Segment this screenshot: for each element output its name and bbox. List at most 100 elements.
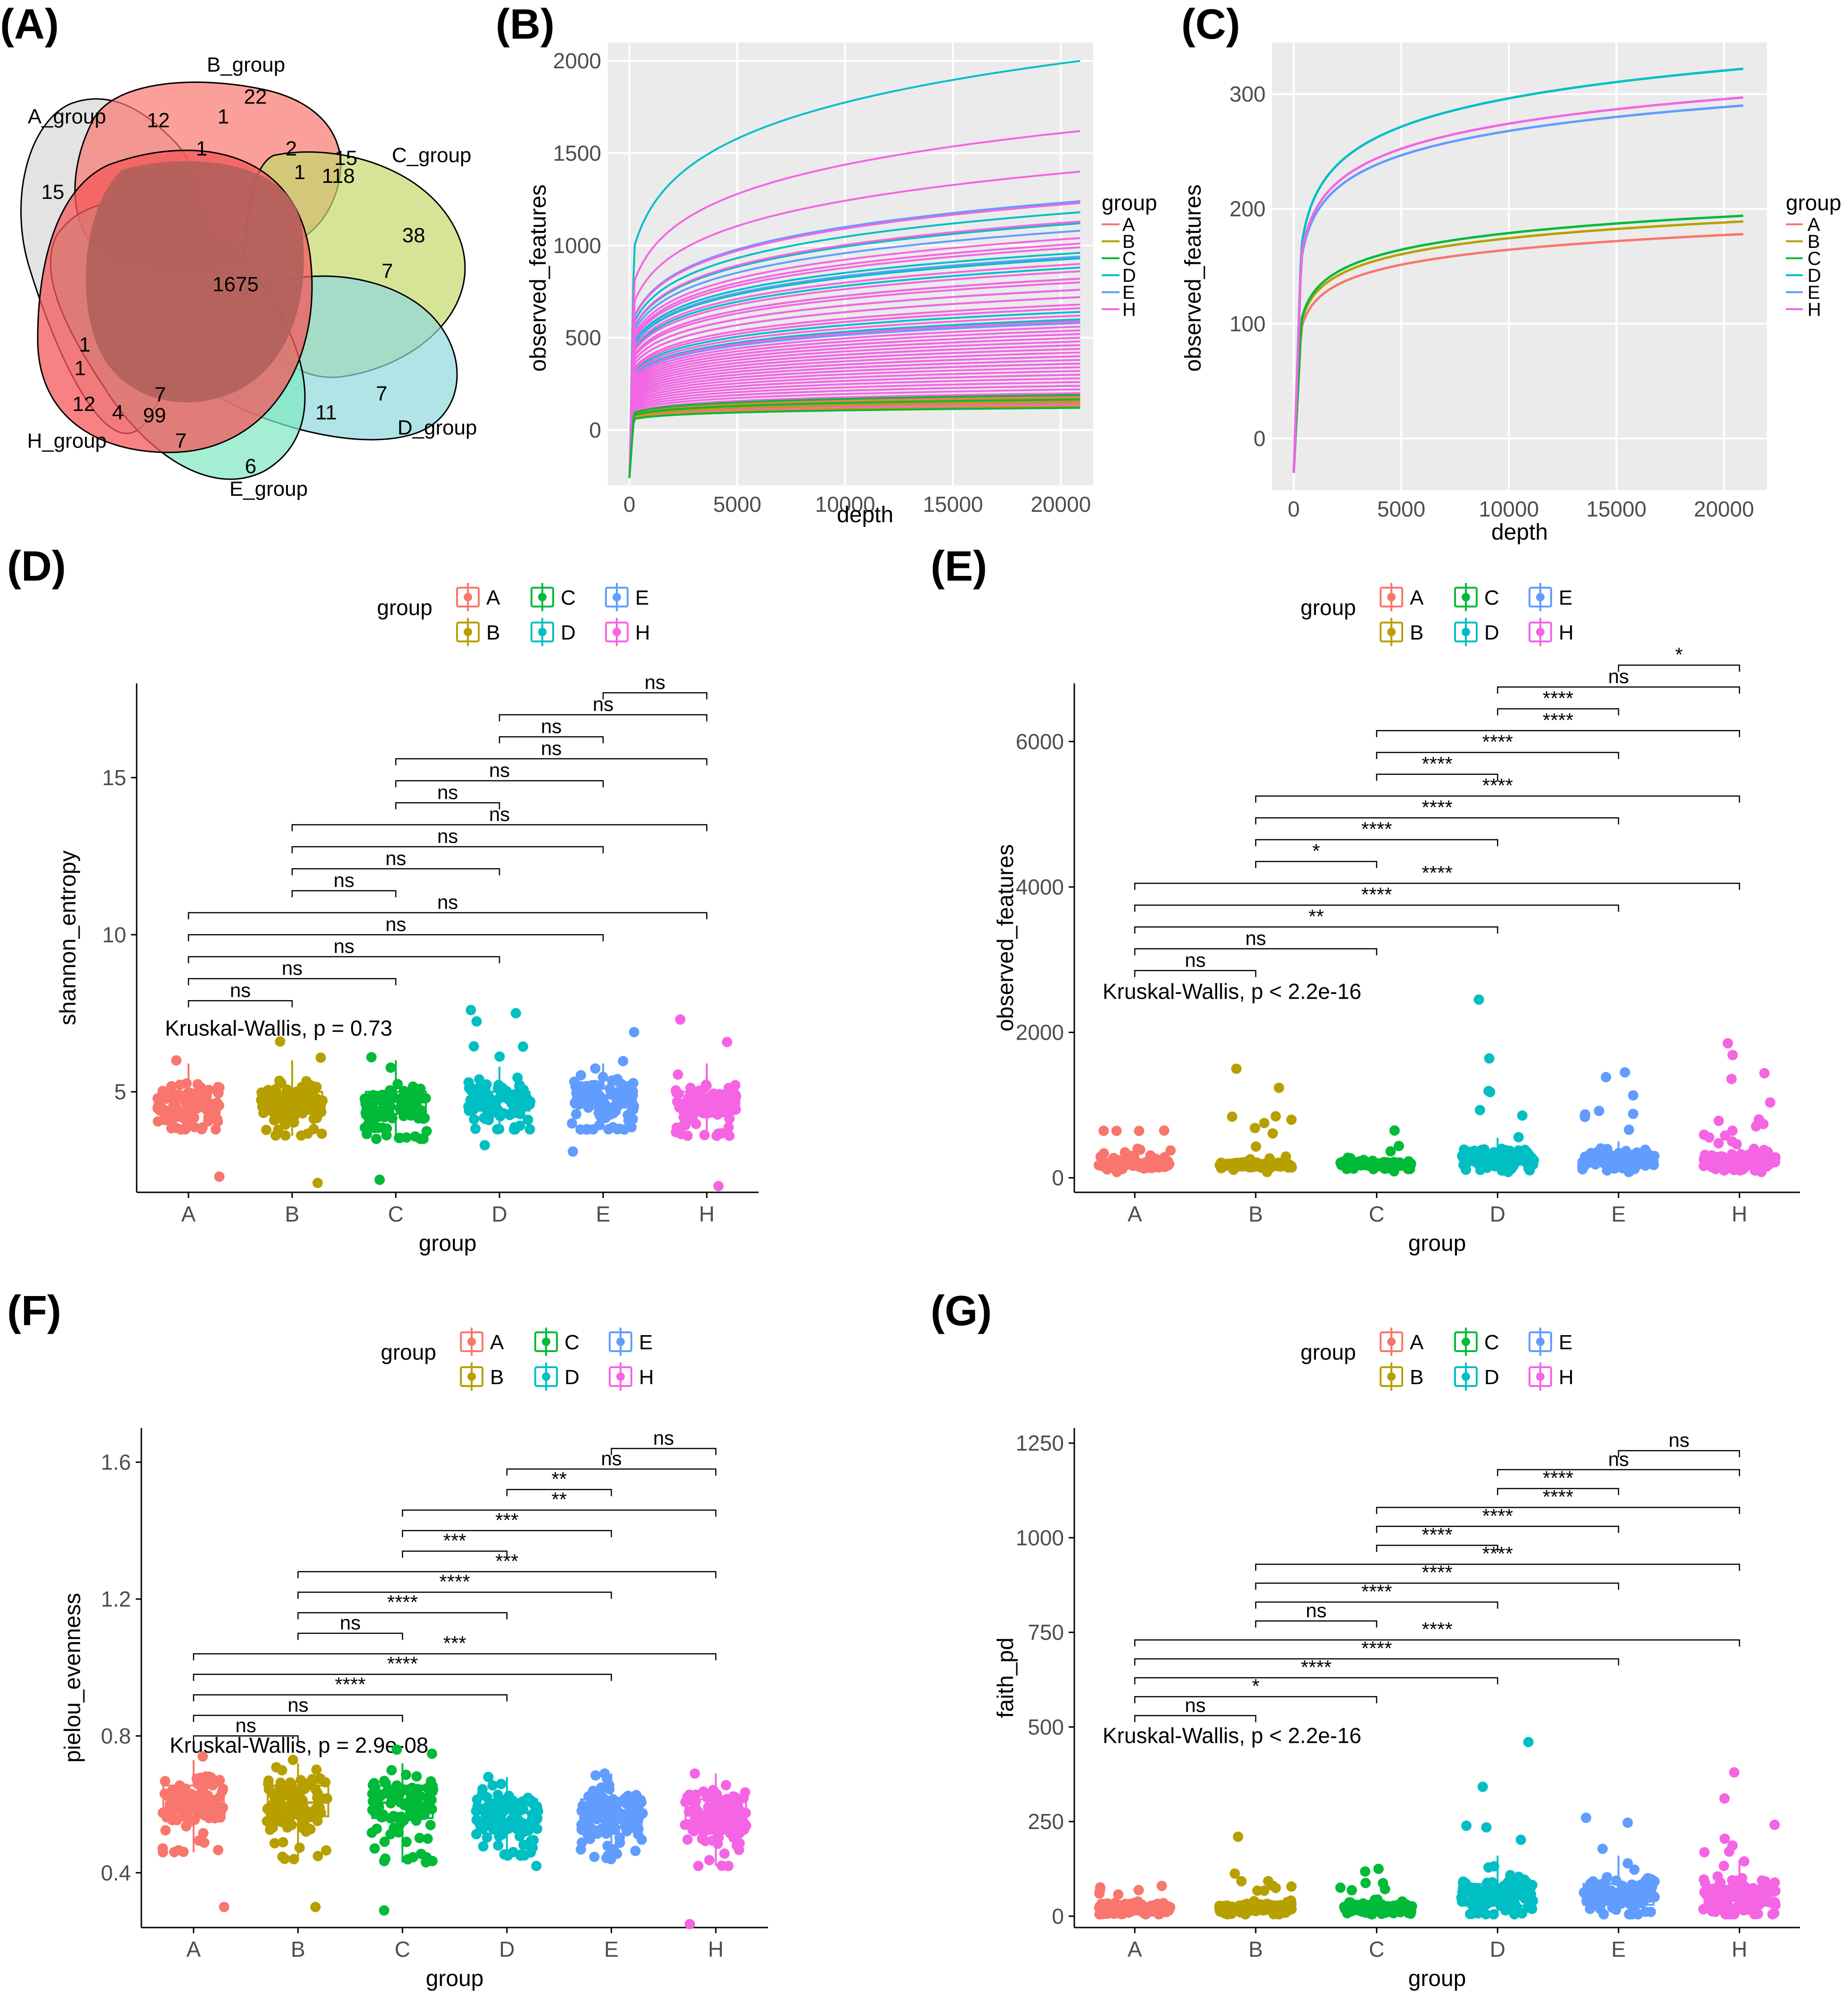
box-B	[261, 1091, 323, 1115]
comparison-bracket	[291, 868, 500, 876]
comparison-bracket	[1618, 665, 1740, 672]
data-point	[1631, 1160, 1642, 1171]
chart-b-ylabel: observed_features	[526, 184, 551, 372]
chart-b-ytick-label: 1500	[553, 141, 601, 165]
data-point	[499, 1849, 510, 1860]
data-point	[625, 1802, 636, 1813]
legend-key-dot-A	[1387, 1337, 1396, 1346]
data-point	[1360, 1878, 1371, 1888]
legend-label-D: D	[1484, 621, 1499, 644]
data-point	[1098, 1125, 1109, 1136]
chart-b-xlabel: depth	[837, 502, 893, 527]
chart-c-legend-title: group	[1786, 190, 1841, 215]
data-point	[199, 1810, 210, 1821]
chart-b-curve-H	[628, 403, 1080, 478]
chart-b-curve-H	[628, 374, 1080, 478]
data-point	[483, 1772, 494, 1782]
chart-c-panel	[1272, 42, 1767, 490]
data-point	[195, 1789, 205, 1799]
legend-key-dot-E	[1536, 593, 1545, 601]
data-point	[586, 1823, 597, 1834]
comparison-label: ns	[385, 847, 406, 869]
data-point	[590, 1770, 601, 1781]
comparison-label: ns	[541, 715, 562, 737]
data-point	[693, 1861, 703, 1871]
data-point	[160, 1776, 171, 1787]
data-point	[185, 1091, 196, 1101]
legend-key-dot-H	[1536, 628, 1545, 636]
data-point	[200, 1771, 211, 1782]
data-point	[321, 1845, 332, 1856]
data-point	[427, 1855, 438, 1866]
venn-label-h-group: H_group	[27, 429, 107, 452]
chart-b-curve-H	[628, 366, 1080, 478]
data-point	[491, 1813, 502, 1824]
data-point	[1581, 1813, 1592, 1823]
comparison-bracket	[291, 846, 604, 853]
chart-b-curve-H	[628, 171, 1080, 478]
venn-region-21: 6	[245, 455, 256, 478]
data-point	[1725, 1885, 1735, 1896]
venn-region-6: 15	[335, 147, 358, 170]
x-tick-label-D: D	[499, 1937, 515, 1961]
legend-label-A: A	[490, 1331, 504, 1354]
data-point	[482, 1832, 492, 1843]
chart-c-curve-H	[1292, 96, 1744, 473]
data-point	[270, 1838, 280, 1849]
data-point	[406, 1104, 417, 1115]
data-point	[213, 1845, 223, 1855]
comparison-label: **	[551, 1488, 567, 1510]
data-point	[730, 1792, 741, 1803]
data-point	[523, 1825, 534, 1836]
comparison-label: ****	[1543, 1467, 1573, 1489]
data-point	[1403, 1164, 1414, 1174]
comparison-label: ****	[1422, 796, 1452, 818]
data-point	[1580, 1109, 1591, 1120]
data-point	[294, 1842, 305, 1853]
boxplot-legend: group A C E B D H	[377, 583, 650, 646]
venn-region-1: 12	[147, 109, 170, 132]
comparison-label: ns	[645, 671, 665, 693]
legend-key-dot-D	[542, 1372, 550, 1381]
data-point	[523, 1115, 533, 1125]
data-point	[1628, 1108, 1639, 1119]
data-point	[1389, 1125, 1400, 1136]
comparison-bracket	[297, 1592, 612, 1599]
data-point	[510, 1124, 521, 1135]
data-point	[1699, 1847, 1710, 1858]
data-point	[1491, 1885, 1502, 1895]
data-point	[1456, 1892, 1467, 1903]
comparison-label: ****	[1543, 1486, 1573, 1508]
data-point	[310, 1902, 321, 1912]
venn-region-18: 7	[155, 383, 166, 406]
y-tick-label: 1250	[1016, 1431, 1064, 1455]
data-point	[1270, 1111, 1281, 1122]
comparison-brackets: ns*************ns***********************…	[1134, 1429, 1740, 1723]
x-tick-label-C: C	[388, 1202, 403, 1226]
data-point	[198, 1088, 209, 1099]
chart-b-curve-H	[628, 344, 1080, 478]
comparison-bracket	[401, 1551, 508, 1558]
box-B	[267, 1784, 329, 1818]
comparison-label: ****	[439, 1570, 470, 1592]
venn-region-5: 1	[294, 161, 305, 184]
data-point	[1270, 1883, 1281, 1893]
legend-label-D: D	[1484, 1366, 1499, 1389]
data-point	[698, 1827, 709, 1838]
x-tick-label-A: A	[181, 1202, 196, 1226]
data-point	[1473, 994, 1484, 1005]
data-point	[1742, 1904, 1752, 1915]
comparison-bracket	[291, 824, 708, 831]
data-point	[612, 1848, 622, 1859]
data-point	[314, 1774, 325, 1784]
points-B	[1214, 1831, 1297, 1920]
comparison-label: ****	[1422, 862, 1452, 884]
legend-title: group	[381, 1340, 436, 1364]
data-point	[1609, 1163, 1620, 1174]
data-point	[374, 1174, 385, 1185]
y-tick-label: 1000	[1016, 1526, 1064, 1550]
comparison-bracket	[506, 1468, 717, 1476]
legend-key-dot-A	[1387, 593, 1396, 601]
y-tick-label: 0	[1052, 1904, 1064, 1928]
data-point	[492, 1124, 503, 1135]
